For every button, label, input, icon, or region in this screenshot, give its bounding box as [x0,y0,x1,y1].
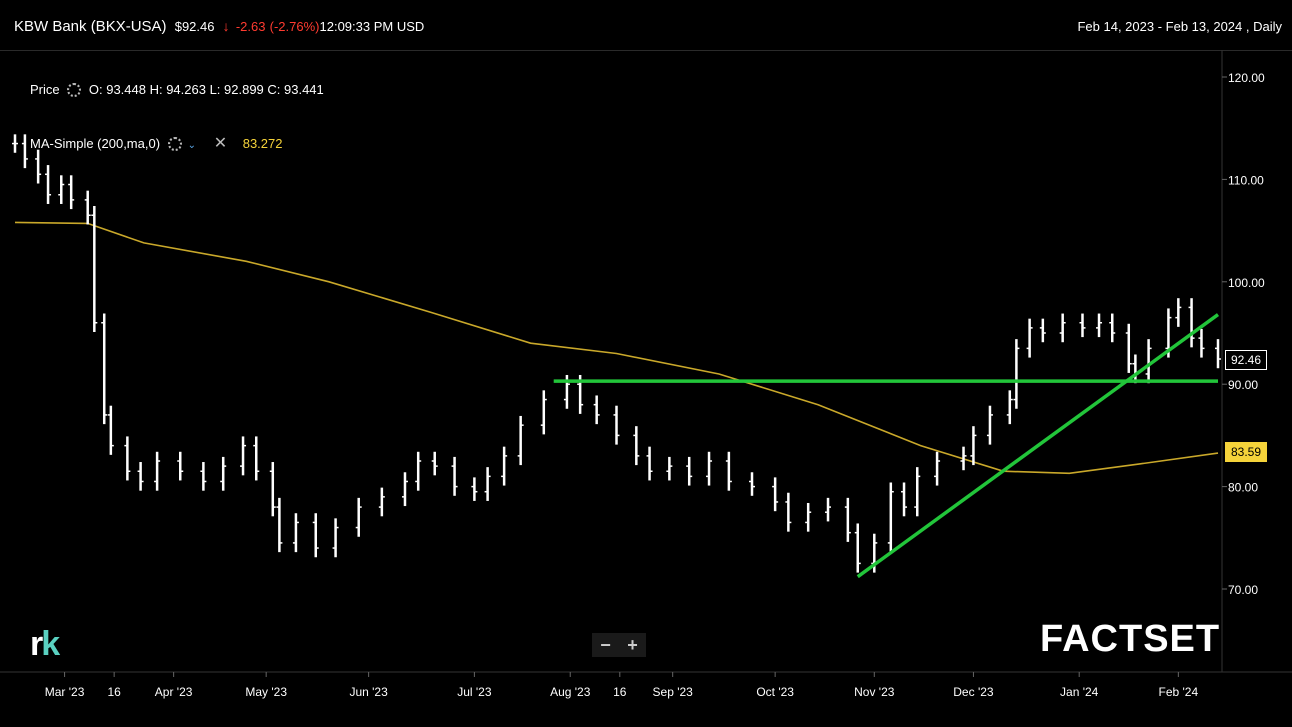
y-tick-label: 90.00 [1228,378,1258,392]
chart-header: KBW Bank (BKX-USA) $92.46 ↓ -2.63 (-2.76… [0,0,1292,51]
zoom-out-button[interactable]: − [600,634,611,655]
last-price: $92.46 [174,19,215,34]
x-tick-label: May '23 [245,685,287,699]
gear-icon[interactable] [167,136,182,151]
x-tick-label: Apr '23 [155,685,193,699]
x-tick-label: Dec '23 [953,685,994,699]
x-tick-label: Mar '23 [45,685,85,699]
instrument-name: KBW Bank (BKX-USA) [14,18,167,35]
x-tick-label: Sep '23 [653,685,694,699]
x-tick-label: Feb '24 [1159,685,1199,699]
y-tick-label: 120.00 [1228,71,1265,85]
price-label: Price [30,82,60,97]
x-tick-label: Jun '23 [349,685,388,699]
ma-200-line [14,221,1219,475]
ohlc-values: O: 93.448 H: 94.263 L: 92.899 C: 93.441 [88,82,324,97]
price-legend: Price O: 93.448 H: 94.263 L: 92.899 C: 9… [30,82,324,98]
chevron-down-icon[interactable]: ⌄ [187,140,197,151]
quote-time: 12:09:33 PM USD [319,19,425,34]
price-change-pct: (-2.76%) [269,19,320,34]
price-change: -2.63 [235,19,266,34]
instrument-title: KBW Bank (BKX-USA) $92.46 ↓ -2.63 (-2.76… [14,18,424,35]
logo-letter-r: r [30,625,43,663]
ma-legend: MA-Simple (200,ma,0) ⌄ ✕ 83.272 [30,133,282,153]
date-range[interactable]: Feb 14, 2023 - Feb 13, 2024 , Daily [1077,19,1282,34]
zoom-in-button[interactable]: + [627,634,638,655]
zoom-controls: − + [592,633,646,657]
y-tick-label: 80.00 [1228,481,1258,495]
y-tick-label: 100.00 [1228,276,1265,290]
y-tick-label: 70.00 [1228,583,1258,597]
close-icon[interactable]: ✕ [213,135,228,152]
gear-icon[interactable] [67,82,82,97]
y-tick-label: 110.00 [1228,173,1264,187]
x-tick-label: 16 [613,685,627,699]
x-tick-label: Oct '23 [756,685,794,699]
ma-price-tag: 83.59 [1225,442,1267,462]
ma-value: 83.272 [242,136,283,151]
rising-trend-line [856,313,1220,579]
x-tick-label: Jan '24 [1060,685,1099,699]
factset-logo: FACTSET [1040,618,1221,660]
x-tick-label: 16 [107,685,121,699]
last-price-tag: 92.46 [1225,350,1267,370]
x-tick-label: Nov '23 [854,685,895,699]
x-tick-label: Jul '23 [457,685,492,699]
arrow-down-icon: ↓ [222,18,230,34]
ma-label: MA-Simple (200,ma,0) [30,136,161,151]
rk-logo: rk [30,625,60,664]
logo-letter-k: k [41,625,60,663]
x-tick-label: Aug '23 [550,685,591,699]
